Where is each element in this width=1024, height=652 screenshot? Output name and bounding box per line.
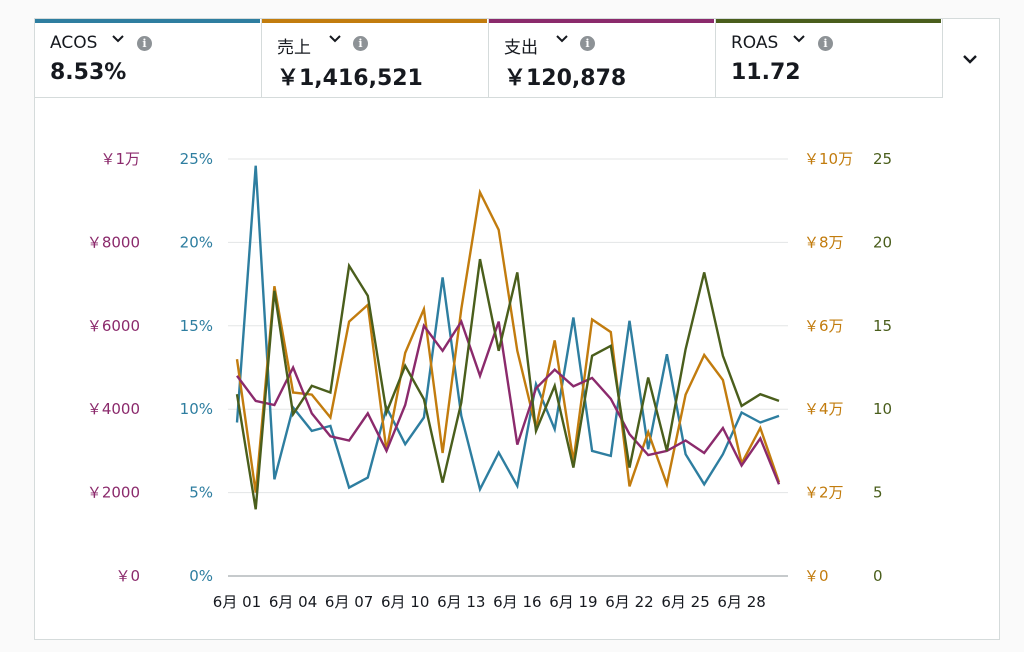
x-axis-tick-label: 6月 13 xyxy=(437,593,485,611)
metric-label: ROAS xyxy=(731,33,779,53)
metric-value: ￥1,416,521 xyxy=(277,66,423,91)
roas-axis-tick-label: 0 xyxy=(873,567,883,585)
metrics-chart-panel: ACOS i 8.53% 売上 i ￥1,416,521 支出 i ￥120,8… xyxy=(34,18,1000,640)
spend-axis-tick-label: ￥8000 xyxy=(87,233,140,251)
x-axis-tick-label: 6月 07 xyxy=(325,593,373,611)
spend-axis-tick-label: ￥4000 xyxy=(87,400,140,418)
info-icon[interactable]: i xyxy=(580,36,595,51)
metric-value: 11.72 xyxy=(731,60,801,85)
metric-color-bar xyxy=(35,19,260,23)
series-line-sales xyxy=(235,188,781,493)
chevron-down-icon[interactable] xyxy=(328,32,342,46)
x-axis-tick-label: 6月 25 xyxy=(661,593,709,611)
series-line-roas xyxy=(235,258,780,510)
acos-axis-tick-label: 25% xyxy=(180,150,213,168)
roas-axis-tick-label: 20 xyxy=(873,233,892,251)
metric-tiles: ACOS i 8.53% 売上 i ￥1,416,521 支出 i ￥120,8… xyxy=(35,19,943,98)
metric-tile-roas[interactable]: ROAS i 11.72 xyxy=(716,19,943,98)
roas-axis-tick-label: 15 xyxy=(873,317,892,335)
x-axis-tick-label: 6月 22 xyxy=(605,593,653,611)
metric-color-bar xyxy=(262,19,487,23)
series-line-acos xyxy=(235,165,780,493)
chevron-down-icon[interactable] xyxy=(955,47,985,71)
acos-axis-tick-label: 0% xyxy=(189,567,213,585)
acos-axis-tick-label: 10% xyxy=(180,400,213,418)
metric-label: 売上 xyxy=(277,38,311,58)
metric-tile-acos[interactable]: ACOS i 8.53% xyxy=(35,19,262,98)
acos-axis-tick-label: 5% xyxy=(189,484,213,502)
metric-tile-sales[interactable]: 売上 i ￥1,416,521 xyxy=(262,19,489,98)
roas-axis-tick-label: 10 xyxy=(873,400,892,418)
sales-axis-tick-label: ￥8万 xyxy=(804,233,844,251)
acos-axis-tick-label: 20% xyxy=(180,233,213,251)
series-line-spend xyxy=(236,318,781,485)
metric-label: ACOS xyxy=(50,33,98,53)
chevron-down-icon[interactable] xyxy=(555,32,569,46)
spend-axis-tick-label: ￥1万 xyxy=(100,150,140,168)
metric-value: ￥120,878 xyxy=(504,66,627,91)
chevron-down-icon[interactable] xyxy=(111,32,125,46)
x-axis-tick-label: 6月 04 xyxy=(269,593,317,611)
spend-axis-tick-label: ￥0 xyxy=(115,567,140,585)
acos-axis-tick-label: 15% xyxy=(180,317,213,335)
info-icon[interactable]: i xyxy=(137,36,152,51)
roas-axis-tick-label: 5 xyxy=(873,484,883,502)
sales-axis-tick-label: ￥2万 xyxy=(804,484,844,502)
sales-axis-tick-label: ￥0 xyxy=(804,567,829,585)
metric-value: 8.53% xyxy=(50,60,127,85)
sales-axis-tick-label: ￥6万 xyxy=(804,317,844,335)
x-axis-tick-label: 6月 28 xyxy=(717,593,765,611)
metric-tile-spend[interactable]: 支出 i ￥120,878 xyxy=(489,19,716,98)
metric-color-bar xyxy=(716,19,941,23)
x-axis-tick-label: 6月 19 xyxy=(549,593,597,611)
x-axis-tick-label: 6月 10 xyxy=(381,593,429,611)
sales-axis-tick-label: ￥10万 xyxy=(804,150,853,168)
chevron-down-icon[interactable] xyxy=(792,32,806,46)
x-axis-tick-label: 6月 01 xyxy=(213,593,261,611)
info-icon[interactable]: i xyxy=(353,36,368,51)
roas-axis-tick-label: 25 xyxy=(873,150,892,168)
spend-axis-tick-label: ￥6000 xyxy=(87,317,140,335)
info-icon[interactable]: i xyxy=(818,36,833,51)
sales-axis-tick-label: ￥4万 xyxy=(804,400,844,418)
metric-label: 支出 xyxy=(504,38,538,58)
spend-axis-tick-label: ￥2000 xyxy=(87,484,140,502)
metric-color-bar xyxy=(489,19,714,23)
x-axis-tick-label: 6月 16 xyxy=(493,593,541,611)
